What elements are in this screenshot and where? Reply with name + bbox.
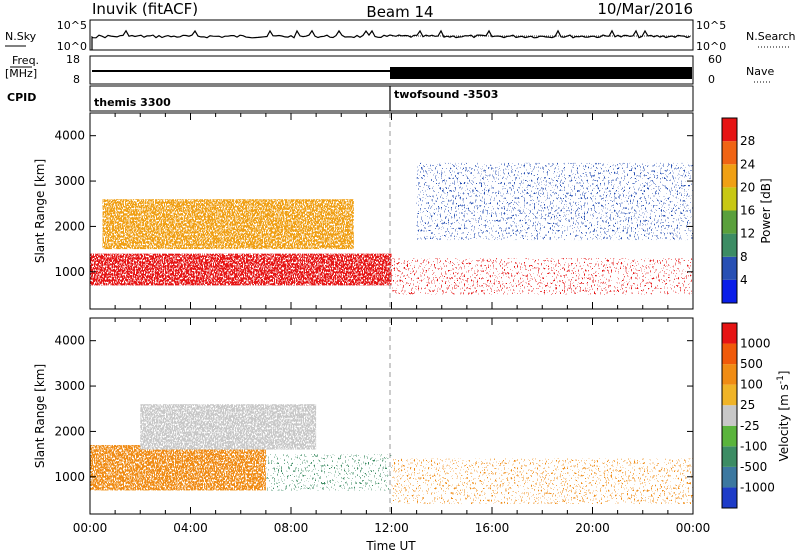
heatmap-region xyxy=(391,458,693,505)
freq-tick-top: 18 xyxy=(66,53,80,66)
velocity-y-axis: 1000 2000 3000 4000 xyxy=(54,318,694,514)
colorbar-tick-label: 1000 xyxy=(740,337,771,351)
time-x-label: Time UT xyxy=(365,539,416,553)
cpid-label: CPID xyxy=(7,91,36,104)
colorbar-tick-label: 4 xyxy=(740,273,748,287)
colorbar-segment xyxy=(722,210,737,234)
y-tick-label: 1000 xyxy=(54,470,85,484)
beam-title: Beam 14 xyxy=(366,3,433,21)
y-tick-label: 2000 xyxy=(54,219,85,233)
nsky-label: N.Sky xyxy=(5,30,37,43)
heatmap-region xyxy=(90,253,392,286)
colorbar-tick-label: -500 xyxy=(740,460,767,474)
colorbar-segment xyxy=(722,118,737,142)
y-tick-label: 4000 xyxy=(54,334,85,348)
colorbar-tick-label: 100 xyxy=(740,378,763,392)
velocity-colorbar: 1000 500 100 25 -25 -100 -500 -1000 xyxy=(721,322,775,509)
x-tick-label: 08:00 xyxy=(274,521,309,535)
velocity-heatmap xyxy=(90,404,693,505)
nave-tick-bottom: 0 xyxy=(708,73,715,86)
freq-panel: Freq. [MHz] 18 8 60 0 Nave xyxy=(5,53,774,86)
nsky-trace xyxy=(91,29,691,50)
colorbar-tick-label: -1000 xyxy=(740,480,775,494)
nsearch-tick-bottom: 10^0 xyxy=(696,40,726,53)
colorbar-segment xyxy=(722,487,737,508)
x-tick-label: 16:00 xyxy=(475,521,510,535)
colorbar-segment xyxy=(722,256,737,280)
colorbar-tick-label: 28 xyxy=(740,134,755,148)
heatmap-region xyxy=(416,162,693,241)
colorbar-tick-label: -25 xyxy=(740,419,760,433)
x-tick-label: 00:00 xyxy=(73,521,108,535)
y-tick-label: 4000 xyxy=(54,129,85,143)
colorbar-tick-label: 16 xyxy=(740,204,755,218)
heatmap-region xyxy=(90,445,266,491)
station-title: Inuvik (fitACF) xyxy=(92,0,198,18)
colorbar-segment xyxy=(722,364,737,385)
colorbar-segment xyxy=(722,466,737,488)
x-tick-label: 12:00 xyxy=(374,521,409,535)
velocity-colorbar-label: Velocity [m s-1] xyxy=(776,371,791,462)
nsearch-label: N.Search xyxy=(746,30,796,43)
freq-tick-bottom: 8 xyxy=(73,73,80,86)
y-tick-label: 3000 xyxy=(54,174,85,188)
time-x-axis: 00:00 04:00 08:00 12:00 16:00 20:00 00:00 xyxy=(73,521,711,535)
colorbar-tick-label: 8 xyxy=(740,250,748,264)
nsearch-tick-top: 10^5 xyxy=(696,19,726,32)
colorbar-segment xyxy=(722,446,737,467)
y-tick-label: 2000 xyxy=(54,424,85,438)
colorbar-segment xyxy=(722,233,737,257)
nsky-tick-bottom: 10^0 xyxy=(57,40,87,53)
nave-tick-top: 60 xyxy=(708,53,722,66)
colorbar-tick-label: 20 xyxy=(740,180,755,194)
colorbar-segment xyxy=(722,323,737,344)
x-tick-label: 00:00 xyxy=(676,521,711,535)
colorbar-segment xyxy=(722,384,737,406)
power-colorbar: 4 8 12 16 20 24 28 xyxy=(721,117,755,304)
colorbar-segment xyxy=(722,141,737,165)
colorbar-segment xyxy=(722,187,737,211)
power-panel: 1000 2000 3000 4000 Slant Range [km] 4 8 12 16… xyxy=(33,112,773,310)
y-tick-label: 3000 xyxy=(54,379,85,393)
colorbar-segment xyxy=(722,405,737,426)
power-heatmap xyxy=(90,162,693,295)
x-tick-label: 04:00 xyxy=(173,521,208,535)
cpid-mode-themis: themis 3300 xyxy=(94,96,171,109)
y-tick-label: 1000 xyxy=(54,265,85,279)
heatmap-region xyxy=(391,258,693,295)
freq-label: Freq. xyxy=(12,54,39,67)
power-y-label: Slant Range [km] xyxy=(33,159,47,263)
velocity-panel: 1000 2000 3000 4000 Slant Range [km] 1000 50… xyxy=(33,317,791,553)
colorbar-tick-label: 500 xyxy=(740,357,763,371)
nsky-tick-top: 10^5 xyxy=(57,19,87,32)
nsky-panel: N.Sky 10^5 10^0 10^5 10^0 N.Search xyxy=(5,19,796,53)
colorbar-segment xyxy=(722,164,737,188)
colorbar-frame xyxy=(721,322,738,509)
date-title: 10/Mar/2016 xyxy=(597,0,693,18)
nave-label: Nave xyxy=(746,65,774,78)
heatmap-region xyxy=(140,404,317,450)
heatmap-region xyxy=(265,454,392,491)
power-y-axis: 1000 2000 3000 4000 xyxy=(54,113,694,309)
colorbar-tick-label: -100 xyxy=(740,439,767,453)
freq-unit-label: [MHz] xyxy=(5,67,37,80)
colorbar-frame xyxy=(721,117,738,304)
heatmap-region xyxy=(102,199,354,250)
velocity-y-label: Slant Range [km] xyxy=(33,364,47,468)
power-colorbar-label: Power [dB] xyxy=(759,178,773,243)
nave-bars xyxy=(390,67,692,79)
cpid-panel: CPID themis 3300 twofsound -3503 xyxy=(7,85,694,112)
colorbar-segment xyxy=(722,425,737,447)
colorbar-segment xyxy=(722,279,737,303)
colorbar-segment xyxy=(722,343,737,365)
colorbar-tick-label: 24 xyxy=(740,157,755,171)
colorbar-tick-label: 12 xyxy=(740,227,755,241)
x-tick-label: 20:00 xyxy=(575,521,610,535)
colorbar-tick-label: 25 xyxy=(740,398,755,412)
cpid-mode-twofsound: twofsound -3503 xyxy=(394,88,498,101)
